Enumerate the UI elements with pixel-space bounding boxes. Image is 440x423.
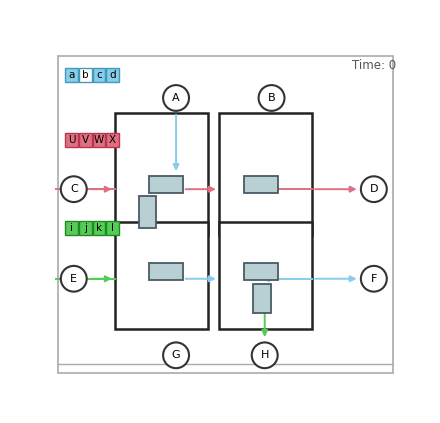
Bar	[149, 176, 183, 193]
Ellipse shape	[361, 176, 387, 202]
Text: G: G	[172, 350, 180, 360]
Bar	[244, 176, 279, 193]
Text: H: H	[260, 350, 269, 360]
Bar	[79, 68, 92, 82]
Ellipse shape	[61, 266, 87, 291]
Text: V: V	[82, 135, 89, 145]
Text: b: b	[82, 70, 89, 80]
Bar	[106, 68, 119, 82]
Bar	[92, 133, 106, 147]
Bar	[106, 133, 119, 147]
Text: D: D	[370, 184, 378, 194]
Text: i: i	[70, 223, 73, 233]
Bar	[115, 113, 209, 235]
Ellipse shape	[361, 266, 387, 291]
Bar	[115, 222, 209, 329]
Text: C: C	[70, 184, 77, 194]
Bar	[139, 196, 156, 228]
Ellipse shape	[252, 343, 278, 368]
Text: B: B	[268, 93, 275, 103]
Bar	[106, 221, 119, 235]
Text: X: X	[109, 135, 116, 145]
Text: d: d	[109, 70, 116, 80]
Bar	[79, 133, 92, 147]
Bar	[149, 264, 183, 280]
Text: U: U	[68, 135, 75, 145]
Bar	[65, 133, 78, 147]
Text: l: l	[111, 223, 114, 233]
Text: W: W	[94, 135, 104, 145]
Text: k: k	[96, 223, 102, 233]
Text: E: E	[70, 274, 77, 284]
Text: j: j	[84, 223, 87, 233]
Text: F: F	[370, 274, 377, 284]
Bar	[79, 221, 92, 235]
Bar	[219, 222, 312, 329]
Ellipse shape	[61, 176, 87, 202]
Bar	[92, 68, 106, 82]
Bar	[219, 113, 312, 235]
Bar	[92, 221, 106, 235]
Text: A: A	[172, 93, 180, 103]
Text: c: c	[96, 70, 102, 80]
Bar	[65, 68, 78, 82]
Bar	[244, 264, 279, 280]
Ellipse shape	[163, 343, 189, 368]
Bar	[65, 221, 78, 235]
Ellipse shape	[259, 85, 285, 111]
Ellipse shape	[163, 85, 189, 111]
Text: a: a	[69, 70, 75, 80]
Text: Time: 0: Time: 0	[352, 59, 396, 72]
Bar	[253, 284, 271, 313]
